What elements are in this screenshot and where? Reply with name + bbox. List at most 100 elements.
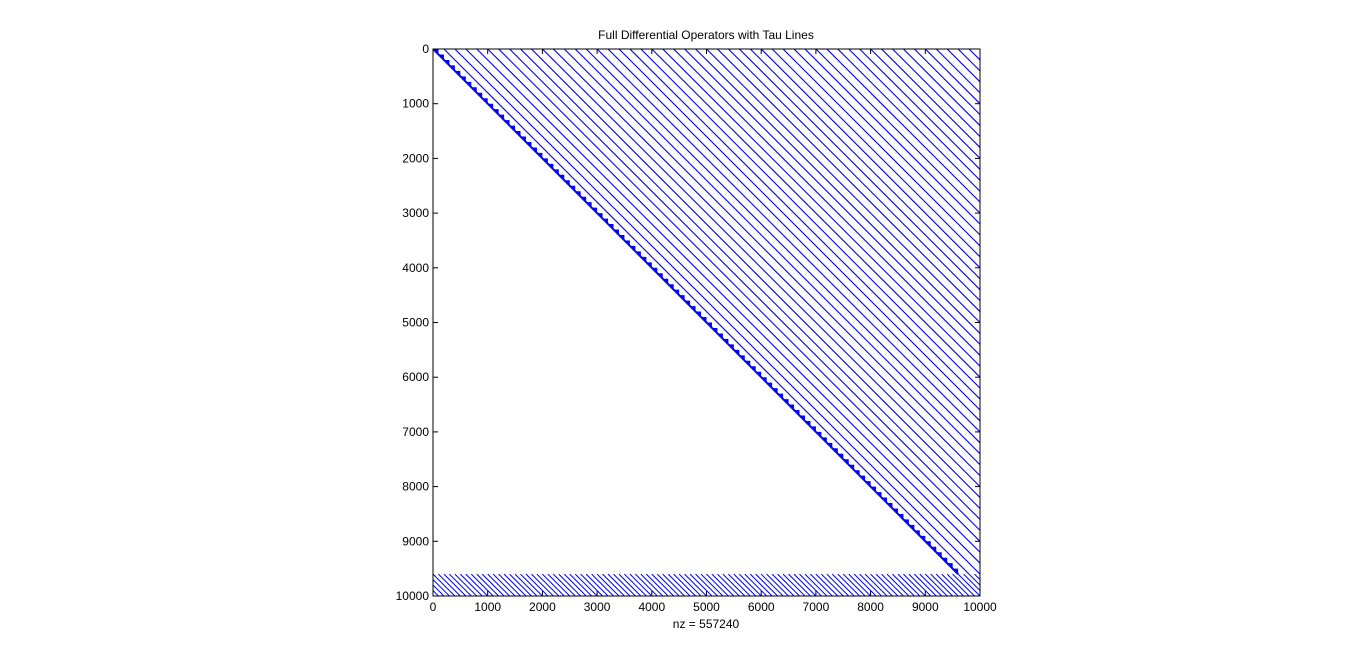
diagonal-block — [624, 240, 630, 246]
diagonal-block — [591, 207, 598, 214]
diagonal-block — [761, 377, 767, 383]
tau-line — [509, 573, 532, 596]
diagonal-band — [465, 49, 980, 564]
tau-line — [974, 573, 980, 581]
tau-line — [651, 573, 675, 596]
tau-line — [760, 573, 784, 596]
diagonal-block — [799, 415, 805, 421]
x-tick-label: 1000 — [474, 600, 501, 614]
tau-line — [531, 573, 554, 596]
diagonal-block — [930, 546, 937, 553]
diagonal-block — [646, 262, 652, 268]
diagonal-block — [701, 317, 707, 323]
diagonal-block — [755, 371, 762, 378]
diagonal-block — [553, 169, 559, 175]
diagonal-block — [826, 442, 833, 449]
diagonal-band — [717, 49, 980, 312]
diagonal-block — [629, 245, 636, 252]
tau-line — [443, 573, 467, 596]
tau-line — [656, 573, 680, 596]
diagonal-band — [848, 49, 980, 181]
diagonal-block — [662, 278, 669, 285]
diagonal-block — [870, 486, 877, 493]
diagonal-block — [897, 513, 904, 520]
diagonal-block — [635, 251, 641, 257]
tau-line — [777, 573, 800, 596]
tau-line — [892, 573, 915, 596]
tau-line — [635, 573, 658, 596]
tau-line — [810, 573, 833, 596]
diagonal-block — [794, 410, 800, 416]
diagonal-band — [892, 49, 980, 137]
diagonal-block — [433, 49, 439, 55]
diagonal-block — [788, 404, 795, 411]
diagonal-block — [925, 541, 931, 547]
diagonal-block — [941, 557, 948, 564]
tau-line — [853, 573, 877, 596]
tau-line — [520, 573, 543, 596]
diagonal-block — [854, 470, 860, 476]
diagonal-band — [903, 49, 980, 126]
diagonal-block — [804, 420, 811, 427]
diagonal-block — [504, 120, 510, 126]
y-tick-label: 9000 — [402, 534, 429, 548]
diagonal-band — [520, 49, 980, 509]
y-tick-label: 8000 — [402, 480, 429, 494]
diagonal-block — [810, 426, 816, 432]
tau-line — [886, 573, 910, 596]
tau-line — [574, 573, 598, 596]
diagonal-block — [498, 114, 505, 121]
diagonal-block — [602, 218, 609, 225]
diagonal-block — [711, 327, 718, 334]
diagonal-band — [574, 49, 980, 455]
tau-line — [602, 573, 625, 596]
x-tick-label: 2000 — [529, 600, 556, 614]
diagonal-band — [454, 49, 980, 575]
tau-line — [815, 573, 839, 596]
diagonal-band — [957, 49, 980, 72]
tau-line — [968, 573, 980, 586]
diagonal-band — [498, 49, 980, 531]
diagonal-block — [892, 508, 898, 514]
diagonal-band — [542, 49, 980, 487]
tau-line — [476, 573, 499, 596]
tau-line — [952, 573, 975, 596]
tau-line — [749, 573, 773, 596]
tau-line — [558, 573, 582, 596]
diagonal-block — [525, 141, 532, 148]
tau-line — [662, 573, 685, 596]
tau-line — [782, 573, 806, 596]
diagonal-block — [575, 191, 581, 197]
diagonal-block — [586, 202, 592, 208]
tau-line — [514, 573, 538, 596]
diagonal-block — [722, 338, 729, 345]
diagonal-band — [913, 49, 980, 116]
diagonal-block — [679, 295, 685, 301]
diagonal-block — [744, 360, 751, 367]
diagonal-block — [493, 109, 499, 115]
diagonal-block — [887, 503, 893, 509]
diagonal-band — [531, 49, 980, 498]
diagonal-block — [520, 136, 526, 142]
tau-line — [881, 573, 904, 596]
x-tick-label: 3000 — [584, 600, 611, 614]
diagonal-band — [804, 49, 980, 225]
tau-line — [569, 573, 592, 596]
diagonal-block — [438, 54, 444, 60]
tau-line — [870, 573, 893, 596]
diagonal-band — [870, 49, 980, 159]
tau-line — [542, 573, 565, 596]
diagonal-block — [750, 366, 756, 372]
tau-line — [804, 573, 828, 596]
sparsity-pattern — [433, 49, 980, 596]
tau-line — [470, 573, 494, 596]
x-tick-label: 8000 — [857, 600, 884, 614]
diagonal-band — [684, 49, 980, 345]
diagonal-block — [865, 481, 871, 487]
tau-line — [618, 573, 642, 596]
tau-line — [864, 573, 888, 596]
tau-line — [487, 573, 510, 596]
tau-line — [640, 573, 664, 596]
tau-line — [536, 573, 560, 596]
diagonal-block — [843, 459, 849, 465]
